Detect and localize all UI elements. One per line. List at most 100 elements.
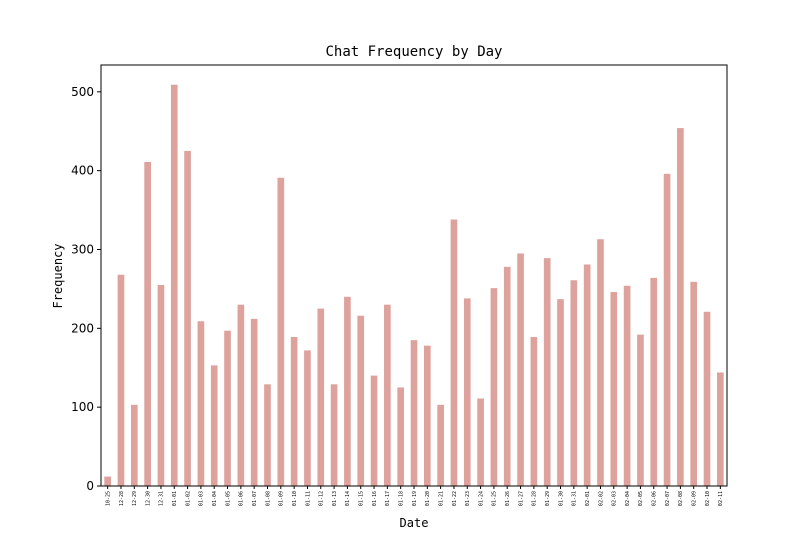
bar-02-02 — [597, 239, 604, 486]
x-tick-label: 01-21 — [438, 491, 444, 506]
bar-01-07 — [250, 318, 258, 486]
x-tick-label: 01-22 — [452, 491, 458, 506]
bar-01-04 — [210, 365, 218, 486]
x-tick-label: 01-03 — [199, 491, 205, 506]
bar-01-10 — [290, 336, 298, 486]
x-tick-label: 01-14 — [345, 491, 351, 506]
bar-01-22 — [450, 219, 458, 486]
bar-01-12 — [317, 308, 325, 486]
bar-01-11 — [304, 350, 311, 486]
x-tick-label: 01-18 — [398, 491, 404, 506]
x-tick-label: 01-09 — [279, 491, 285, 506]
x-tick-label: 02-04 — [625, 491, 631, 506]
x-tick-label: 01-17 — [385, 491, 391, 506]
y-tick-label: 400 — [71, 164, 94, 178]
x-tick-label: 01-11 — [305, 491, 311, 506]
x-tick-label: 01-19 — [412, 491, 418, 506]
bar-02-03 — [610, 292, 618, 486]
x-tick-label: 01-31 — [572, 491, 578, 506]
x-tick-label: 01-16 — [372, 491, 378, 506]
x-tick-label: 01-25 — [492, 491, 498, 506]
bars-group — [104, 84, 724, 487]
x-tick-label: 01-26 — [505, 491, 511, 506]
bar-02-01 — [583, 264, 591, 486]
bar-01-31 — [570, 280, 578, 486]
y-tick-label: 300 — [71, 242, 94, 256]
x-tick-label: 01-06 — [239, 491, 245, 506]
x-tick-label: 02-11 — [718, 491, 724, 506]
x-tick-label: 01-23 — [465, 491, 471, 506]
x-tick-label: 01-15 — [359, 491, 365, 506]
x-axis-label: Date — [400, 516, 429, 530]
bar-02-07 — [663, 173, 671, 487]
bar-01-03 — [197, 321, 205, 486]
bar-01-19 — [410, 340, 418, 486]
bar-01-13 — [330, 384, 338, 486]
bar-01-15 — [357, 315, 365, 486]
bar-12-31 — [157, 284, 165, 486]
x-tick-label: 02-06 — [652, 491, 658, 506]
x-tick-label: 01-29 — [545, 491, 551, 506]
bar-02-08 — [677, 128, 684, 486]
bar-10-25 — [104, 476, 111, 486]
x-tick-label: 02-02 — [598, 491, 604, 506]
y-axis-label: Frequency — [51, 243, 65, 308]
bar-01-18 — [397, 387, 405, 486]
bar-01-09 — [277, 177, 285, 487]
bar-01-17 — [384, 304, 391, 486]
bar-01-24 — [477, 398, 484, 486]
bar-01-21 — [437, 404, 444, 486]
x-tick-label: 01-02 — [185, 491, 191, 506]
bar-02-10 — [703, 311, 711, 486]
x-tick-label: 01-05 — [225, 491, 231, 506]
x-tick-label: 02-01 — [585, 491, 591, 506]
bar-12-30 — [144, 161, 151, 486]
x-tick-label: 01-30 — [558, 491, 564, 506]
x-tick-label: 01-24 — [478, 491, 484, 506]
x-tick-label: 02-08 — [678, 491, 684, 506]
chart-title: Chat Frequency by Day — [325, 44, 502, 60]
bar-01-02 — [184, 150, 191, 486]
x-tick-label: 02-07 — [665, 491, 671, 506]
x-tick-label: 02-09 — [692, 491, 698, 506]
x-tick-label: 01-04 — [212, 491, 218, 506]
x-tick-label: 12-28 — [119, 491, 125, 506]
bar-01-06 — [237, 304, 245, 486]
bar-01-16 — [370, 375, 378, 486]
x-tick-label: 01-27 — [518, 491, 524, 506]
x-tick-label: 01-12 — [319, 491, 325, 506]
bar-02-05 — [637, 334, 644, 486]
bar-01-28 — [530, 336, 538, 486]
y-tick-label: 200 — [71, 321, 94, 335]
bar-02-11 — [717, 372, 724, 486]
bar-02-09 — [690, 281, 698, 486]
bar-12-29 — [130, 404, 138, 486]
x-tick-label: 12-31 — [159, 491, 165, 506]
x-tick-label: 01-01 — [172, 491, 178, 506]
bar-01-30 — [557, 299, 564, 486]
y-tick-label: 100 — [71, 400, 94, 414]
x-tick-label: 12-30 — [145, 491, 151, 506]
bar-01-20 — [423, 345, 431, 486]
bar-01-26 — [503, 266, 511, 486]
x-tick-label: 01-10 — [292, 491, 298, 506]
y-tick-label: 0 — [86, 479, 94, 493]
x-tick-label: 01-07 — [252, 491, 258, 506]
bar-02-06 — [650, 277, 658, 486]
x-tick-label: 12-29 — [132, 491, 138, 506]
bar-01-01 — [170, 84, 178, 487]
bar-01-14 — [344, 296, 351, 486]
x-tick-label: 01-08 — [265, 491, 271, 506]
bar-12-28 — [117, 274, 125, 486]
bar-01-05 — [224, 330, 231, 486]
x-tick-label: 02-05 — [638, 491, 644, 506]
x-tick-label: 01-13 — [332, 491, 338, 506]
bar-02-04 — [623, 285, 631, 486]
x-tick-label: 10-25 — [105, 491, 111, 506]
plot-area-frame — [100, 64, 728, 487]
x-axis-ticks: 10-25 12-28 12-29 12-30 12-31 01-01 01-02 01-03… — [105, 486, 724, 506]
bar-01-27 — [517, 253, 524, 486]
x-tick-label: 01-28 — [532, 491, 538, 506]
bar-01-25 — [490, 288, 498, 486]
